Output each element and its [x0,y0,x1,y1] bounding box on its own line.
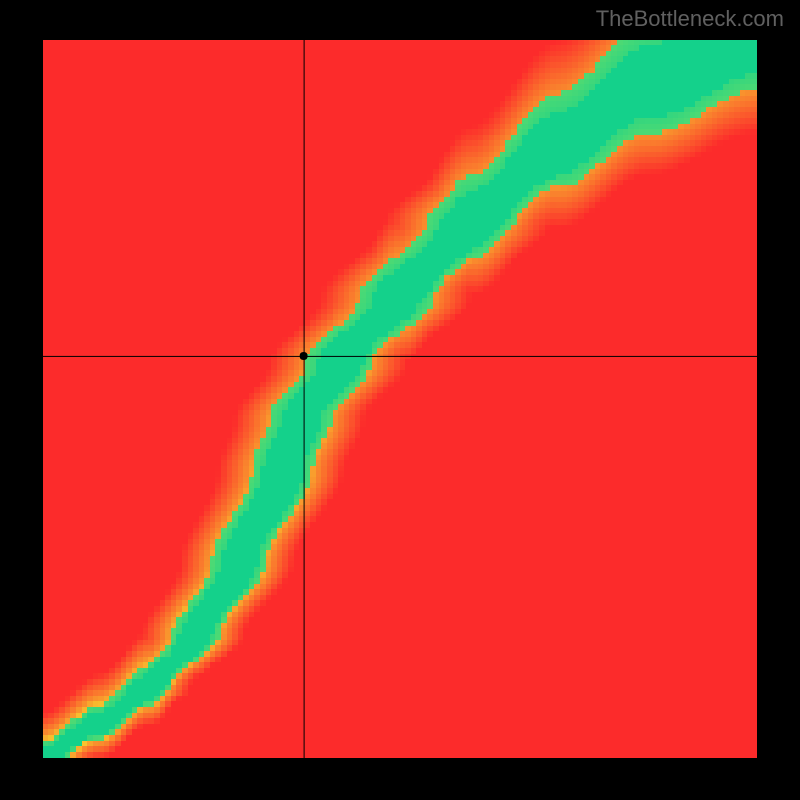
chart-container: TheBottleneck.com [0,0,800,800]
bottleneck-heatmap [43,40,757,758]
watermark-text: TheBottleneck.com [596,6,784,32]
